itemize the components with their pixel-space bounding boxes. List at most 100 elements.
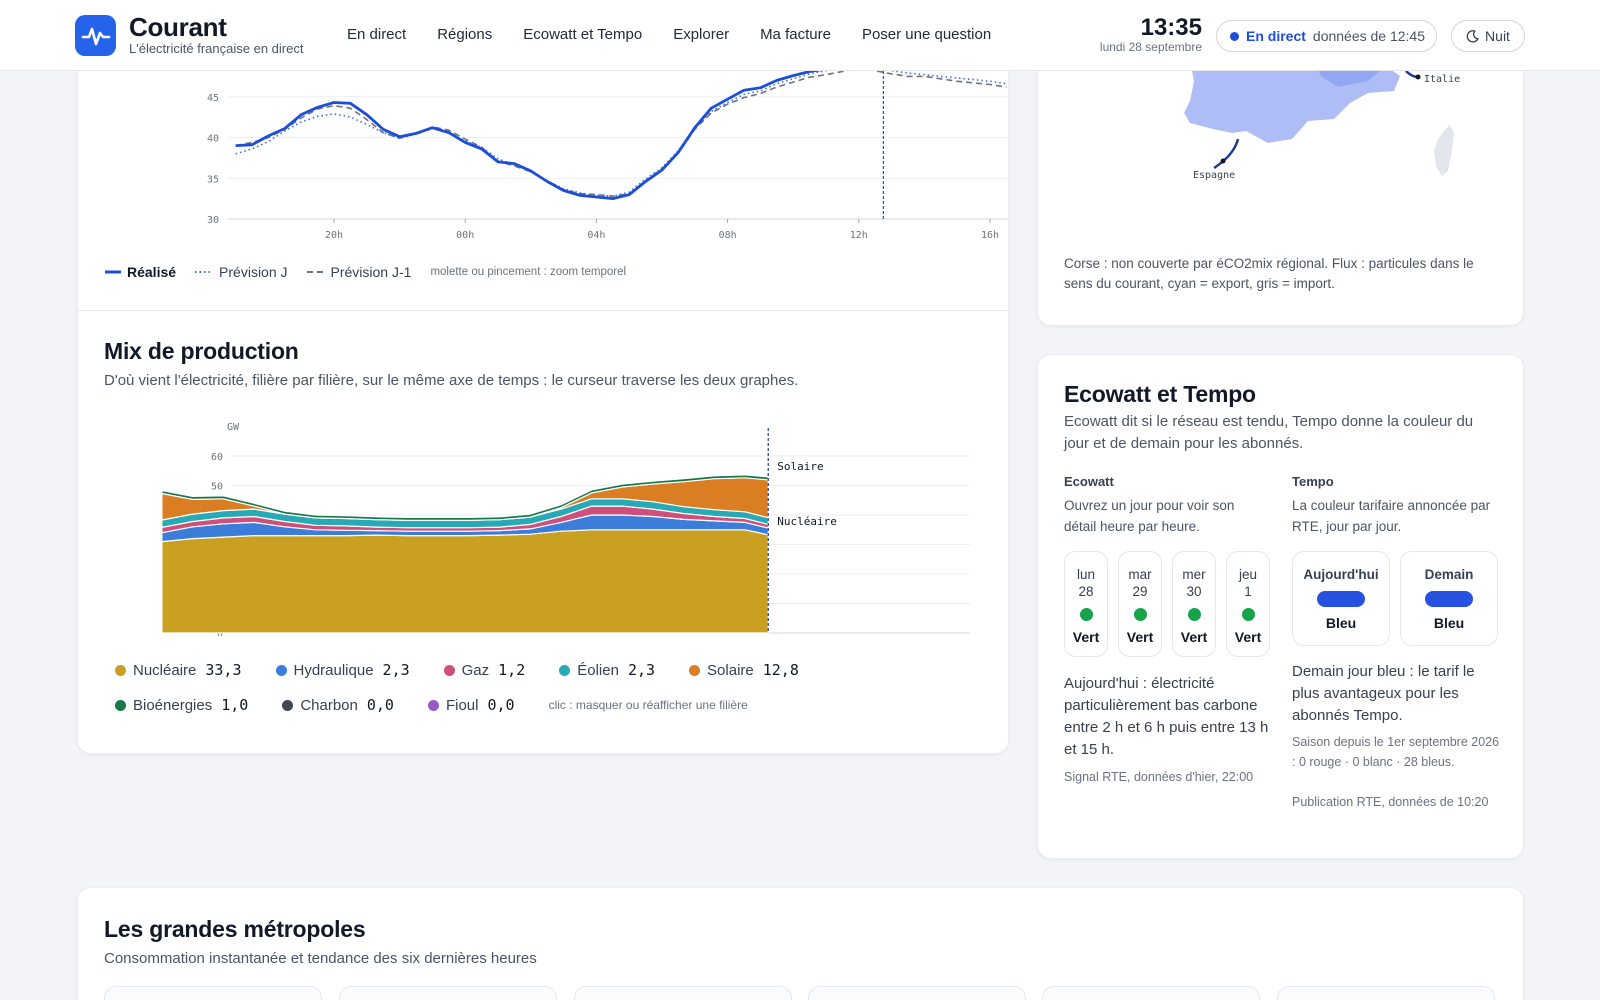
tempo-color-swatch: [1425, 591, 1473, 607]
legend-dot-icon: [559, 664, 571, 676]
legend-realise-label: Réalisé: [127, 264, 177, 280]
day-dow: mer: [1182, 567, 1206, 582]
mix-legend-item[interactable]: Hydraulique 2,3: [275, 661, 410, 679]
legend-prevision-j[interactable]: Prévision J: [195, 264, 288, 280]
legend-realise[interactable]: Réalisé: [105, 264, 176, 280]
legend-dot-icon: [689, 664, 701, 676]
tempo-tomorrow[interactable]: Demain Bleu: [1400, 551, 1498, 646]
mix-legend-item[interactable]: Charbon 0,0: [282, 696, 394, 714]
metro-tile[interactable]: [1042, 986, 1260, 1000]
y-axis-unit: GW: [227, 422, 240, 433]
day-signal: Vert: [1234, 629, 1262, 645]
night-mode-label: Nuit: [1485, 28, 1510, 44]
y-tick-label: 30: [207, 215, 219, 226]
mix-legend-item[interactable]: Éolien 2,3: [559, 661, 655, 679]
top-header: Courant L'électricité française en direc…: [0, 0, 1600, 71]
brand-tagline: L'électricité française en direct: [129, 41, 304, 56]
ecowatt-today-text: Aujourd'hui : électricité particulièreme…: [1064, 675, 1269, 758]
status-dot-icon: [1241, 608, 1255, 621]
production-mix-chart[interactable]: GW010203040506020h00h04h08h12h16hSolaire…: [78, 406, 1009, 636]
day-dow: mar: [1128, 567, 1152, 582]
live-dot-icon: [1230, 31, 1239, 41]
legend-value: 2,3: [627, 661, 656, 679]
ecowatt-tempo-card: Ecowatt et Tempo Ecowatt dit si le résea…: [1037, 354, 1524, 859]
legend-value: 1,2: [498, 661, 526, 679]
metro-tile[interactable]: [1277, 986, 1495, 1000]
mix-legend-item[interactable]: Nucléaire 33,3: [115, 661, 242, 679]
nav-item-ma-facture[interactable]: Ma facture: [760, 26, 831, 43]
map-note: Corse : non couverte par éCO2mix régiona…: [1064, 256, 1474, 291]
metro-tile[interactable]: [574, 986, 792, 1000]
day-signal: Vert: [1180, 629, 1208, 645]
legend-prevision-j1[interactable]: Prévision J-1: [306, 264, 412, 280]
ecowatt-day-lun[interactable]: lun 28 Vert: [1064, 551, 1108, 657]
map-label-italie: Italie: [1424, 74, 1460, 85]
day-num: 29: [1132, 584, 1148, 599]
status-dot-icon: [1187, 608, 1201, 621]
tempo-today[interactable]: Aujourd'hui Bleu: [1292, 551, 1390, 646]
day-dow: lun: [1076, 567, 1095, 582]
day-signal: Vert: [1072, 629, 1100, 645]
y-tick-label: 40: [207, 134, 219, 145]
day-num: 28: [1078, 584, 1094, 599]
live-data-time: données de 12:45: [1312, 28, 1426, 44]
nav-item-poser-question[interactable]: Poser une question: [861, 26, 992, 43]
mix-legend-item[interactable]: Bioénergies 1,0: [115, 696, 248, 714]
legend-dot-icon: [427, 699, 439, 711]
consumption-chart[interactable]: 3035404520h00h04h08h12h16hJ-1: [78, 21, 1009, 261]
mix-legend-item[interactable]: Gaz 1,2: [443, 661, 526, 679]
legend-value: 0,0: [366, 696, 394, 714]
mix-legend-item[interactable]: Solaire 12,8: [689, 661, 799, 679]
ecowatt-day-mar[interactable]: mar 29 Vert: [1118, 551, 1162, 657]
night-mode-button[interactable]: Nuit: [1451, 20, 1525, 52]
x-tick-label: 00h: [456, 230, 474, 241]
day-num: 30: [1186, 584, 1202, 599]
map-label-espagne: Espagne: [1193, 170, 1235, 181]
legend-name: Bioénergies: [133, 696, 213, 714]
dotted-line-icon: [195, 271, 214, 273]
metro-tile[interactable]: [808, 986, 1026, 1000]
flow-italy-particle: [1415, 74, 1421, 80]
ecowatt-day-jeu[interactable]: jeu 1 Vert: [1226, 551, 1270, 657]
live-label: En direct: [1246, 28, 1306, 44]
legend-name: Hydraulique: [293, 661, 374, 679]
solid-line-icon: [105, 270, 121, 274]
eco-subtitle: Ecowatt dit si le réseau est tendu, Temp…: [1064, 413, 1474, 452]
mix-title: Mix de production: [104, 338, 299, 364]
current-time: 13:35: [1140, 14, 1202, 41]
current-date: lundi 28 septembre: [1099, 40, 1202, 54]
nav-item-ecowatt-tempo[interactable]: Ecowatt et Tempo: [523, 26, 643, 43]
nav-item-en-direct[interactable]: En direct: [347, 26, 407, 43]
metro-tile[interactable]: [104, 986, 322, 1000]
x-tick-label: 16h: [981, 230, 999, 241]
eco-title: Ecowatt et Tempo: [1064, 381, 1256, 407]
dashed-line-icon: [306, 271, 325, 273]
map-corsica: [1434, 125, 1454, 176]
legend-dot-icon: [282, 699, 294, 711]
status-dot-icon: [1079, 608, 1093, 621]
tempo-tomorrow-text: Demain jour bleu : le tarif le plus avan…: [1292, 663, 1475, 724]
legend-prevision-j1-label: Prévision J-1: [330, 264, 412, 280]
tempo-day-name: Aujourd'hui: [1303, 567, 1379, 582]
metro-tile[interactable]: [339, 986, 557, 1000]
ecowatt-desc: Ouvrez un jour pour voir son détail heur…: [1064, 498, 1235, 534]
ecowatt-day-mer[interactable]: mer 30 Vert: [1172, 551, 1216, 657]
logo[interactable]: [75, 15, 116, 56]
brand-name[interactable]: Courant: [129, 12, 227, 42]
nav-item-regions[interactable]: Régions: [437, 26, 493, 43]
nav-item-explorer[interactable]: Explorer: [673, 26, 730, 43]
tempo-color-label: Bleu: [1433, 615, 1465, 631]
main-charts-card: 3035404520h00h04h08h12h16hJ-1 Réalisé Pr…: [77, 20, 1009, 754]
tempo-season: Saison depuis le 1er septembre 2026 : 0 …: [1292, 735, 1500, 769]
legend-name: Charbon: [300, 696, 358, 714]
mix-legend-item[interactable]: Fioul 0,0: [427, 696, 515, 714]
day-signal: Vert: [1126, 629, 1154, 645]
flow-spain-line: [1213, 138, 1240, 170]
legend-dot-icon: [275, 664, 287, 676]
area-end-label: Solaire: [777, 460, 823, 473]
x-tick-label: 20h: [325, 230, 343, 241]
live-status-pill[interactable]: En direct données de 12:45: [1216, 20, 1437, 52]
consumption-legend: Réalisé Prévision J Prévision J-1 molett…: [105, 264, 626, 280]
ecowatt-source: Signal RTE, données d'hier, 22:00: [1064, 770, 1254, 784]
legend-name: Solaire: [707, 661, 754, 679]
